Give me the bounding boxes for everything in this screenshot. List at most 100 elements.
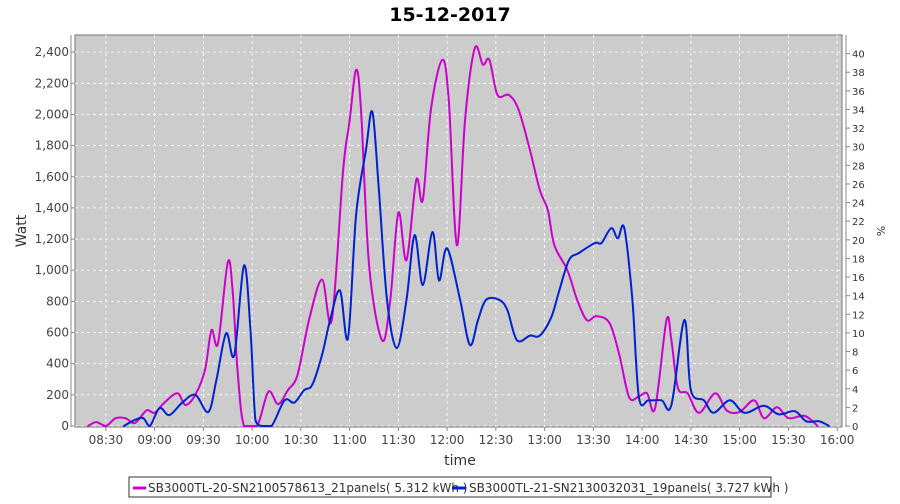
data-point [296, 373, 299, 376]
data-point [405, 298, 408, 301]
data-point [538, 334, 541, 337]
y2-tick-label: 0 [852, 422, 858, 433]
data-point [529, 149, 531, 152]
data-point [389, 298, 392, 301]
series-lines [87, 45, 830, 427]
data-point [371, 111, 374, 114]
data-point [217, 342, 219, 345]
data-point [577, 252, 580, 254]
data-point [805, 420, 808, 423]
data-point [763, 417, 765, 420]
data-point [828, 425, 830, 427]
data-point [311, 383, 314, 386]
y2-tick-label: 20 [852, 236, 865, 247]
y2-tick-label: 6 [852, 366, 858, 377]
data-point [158, 407, 161, 409]
data-point [87, 425, 89, 427]
data-point [95, 421, 98, 424]
data-point [618, 354, 621, 357]
data-point [204, 369, 206, 371]
data-point [226, 261, 229, 264]
data-point [142, 417, 145, 420]
data-point [321, 278, 323, 281]
data-point [153, 411, 156, 414]
y-tick-label: 400 [46, 357, 69, 371]
data-point [743, 411, 746, 414]
y-axis-label: Watt [14, 214, 30, 247]
data-point [256, 425, 258, 427]
data-point [464, 119, 466, 122]
data-point [529, 334, 531, 337]
data-point [550, 316, 553, 319]
y2-tick-label: 30 [852, 143, 865, 154]
data-point [330, 319, 333, 321]
data-point [194, 393, 197, 396]
data-point [104, 425, 107, 427]
data-point [496, 94, 499, 96]
legend: SB3000TL-20-SN2100578613_21panels( 5.312… [128, 476, 788, 498]
data-point [381, 339, 384, 342]
data-point [386, 298, 388, 301]
data-point [163, 401, 166, 404]
data-point [507, 94, 510, 96]
data-point [777, 413, 780, 416]
y2-tick-label: 26 [852, 180, 865, 191]
y2-tick-label: 16 [852, 273, 865, 284]
data-point [413, 234, 416, 237]
data-point [654, 407, 657, 409]
data-point [506, 309, 509, 311]
data-point [538, 189, 541, 191]
data-point [303, 389, 306, 392]
data-point [595, 315, 598, 318]
data-point [270, 425, 273, 427]
x-tick-label: 10:30 [284, 433, 319, 447]
data-point [608, 322, 611, 325]
y2-tick-label: 36 [852, 87, 865, 98]
y-tick-label: 0 [61, 419, 69, 433]
y-tick-label: 1,000 [35, 263, 69, 277]
data-point [516, 339, 518, 342]
x-tick-label: 08:30 [89, 433, 124, 447]
data-point [623, 227, 626, 230]
data-point [134, 421, 137, 424]
y-tick-label: 1,200 [35, 232, 69, 246]
data-point [254, 418, 257, 421]
data-point [455, 244, 458, 247]
data-point [776, 406, 778, 409]
y2-tick-label: 4 [852, 385, 858, 396]
y-tick-label: 600 [46, 326, 69, 340]
data-point [360, 108, 362, 111]
data-point [712, 411, 715, 414]
data-point [488, 59, 491, 61]
data-point [647, 399, 650, 402]
data-point [329, 319, 332, 321]
y-tick-label: 2,200 [35, 76, 69, 90]
data-point [236, 369, 239, 371]
y2-tick-label: 14 [852, 292, 865, 303]
data-point [600, 242, 603, 244]
data-point [631, 298, 634, 301]
data-point [816, 425, 819, 427]
data-point [481, 63, 484, 66]
data-point [725, 409, 728, 412]
chart-title: 15-12-2017 [389, 4, 511, 26]
data-point [670, 339, 673, 342]
data-point [421, 284, 424, 286]
data-point [594, 242, 596, 244]
data-point [546, 209, 549, 212]
data-point [267, 390, 270, 393]
data-point [429, 108, 432, 111]
data-point [576, 298, 579, 301]
x-tick-label: 09:30 [186, 433, 221, 447]
data-point [215, 379, 218, 381]
y2-axis-label: % [874, 226, 887, 236]
data-point [558, 289, 561, 292]
series-line-1 [87, 45, 819, 427]
x-tick-label: 09:00 [137, 433, 172, 447]
data-point [114, 417, 117, 420]
data-point [702, 399, 705, 402]
data-point [122, 425, 125, 427]
data-point [738, 411, 741, 413]
x-axis: 08:30 09:00 09:30 10:00 10:30 11:00 11:30 12:00… [89, 427, 854, 447]
